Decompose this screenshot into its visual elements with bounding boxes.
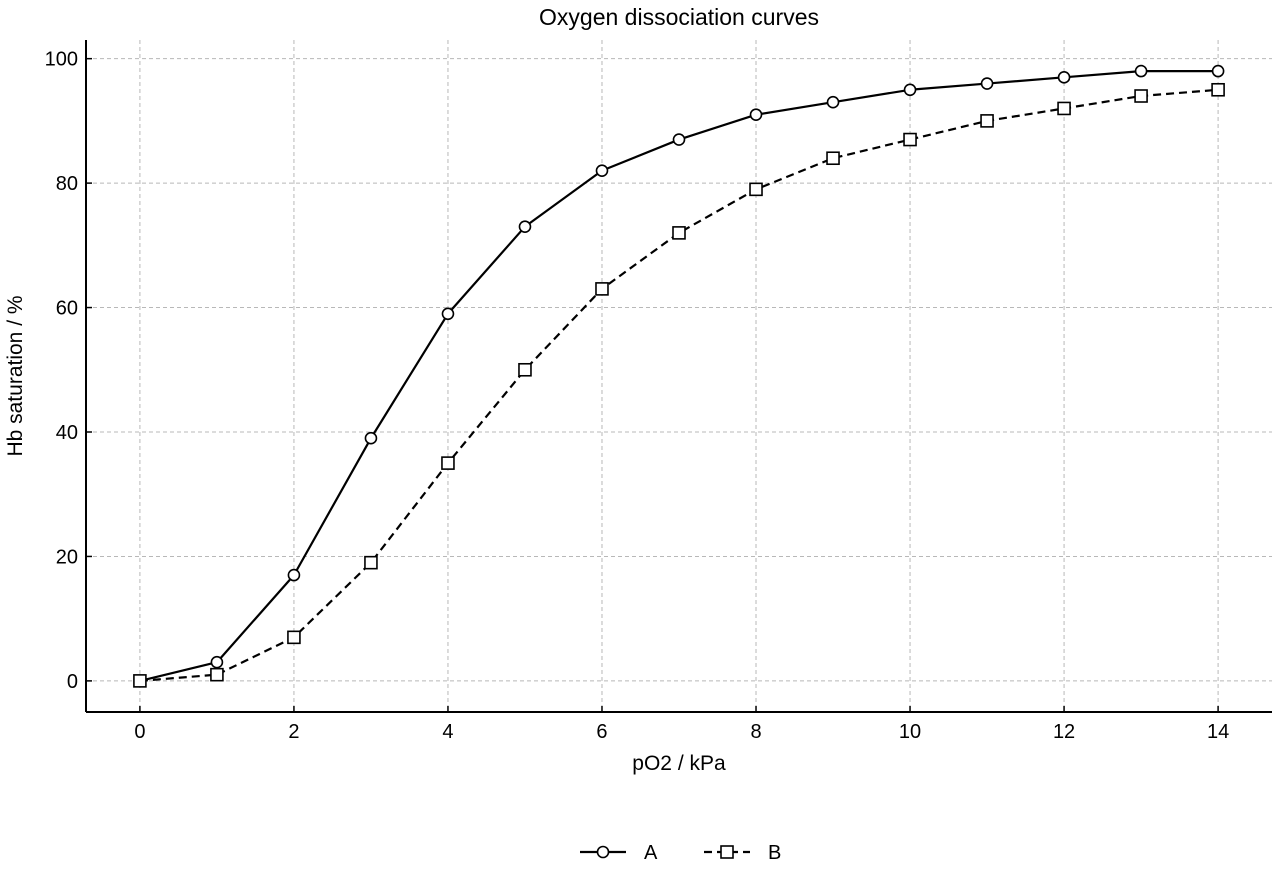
series-b-point (672, 226, 686, 240)
series-a-point (749, 108, 763, 121)
series-b (133, 82, 1225, 688)
y-tick-label: 80 (56, 173, 78, 195)
series-a-point (595, 164, 609, 177)
series-a-point (903, 83, 917, 97)
series-b-point (287, 630, 301, 645)
series-b-point (826, 151, 840, 166)
series-a-point (364, 431, 378, 445)
y-tick-label: 40 (56, 422, 78, 444)
series-a-point (287, 568, 301, 582)
grid (86, 40, 1272, 712)
legend-entry-b: B (704, 842, 781, 864)
series-a-point (1057, 71, 1071, 84)
legend-marker-b (720, 845, 734, 859)
series-group (133, 64, 1225, 688)
series-b-point (903, 132, 917, 147)
y-tick-label: 100 (45, 49, 78, 71)
series-b-point (595, 282, 609, 296)
series-b-point (980, 114, 994, 128)
x-tick-label: 6 (596, 721, 607, 743)
series-b-point (441, 456, 455, 470)
chart-title: Oxygen dissociation curves (539, 4, 819, 30)
series-a-point (1134, 64, 1148, 78)
y-axis-label: Hb saturation / % (4, 295, 27, 456)
series-a-point (1211, 64, 1225, 78)
y-axis-ticks: 0 20 40 60 80 100 (45, 49, 92, 693)
y-tick-label: 20 (56, 546, 78, 568)
x-tick-label: 4 (442, 721, 453, 743)
series-a (133, 64, 1225, 688)
axes (85, 40, 1272, 713)
series-a-line (139, 70, 1219, 682)
series-a-point (441, 307, 455, 321)
series-a-point (980, 77, 994, 90)
series-a-point (672, 133, 686, 146)
series-b-line (139, 88, 1219, 682)
x-axis-label: pO2 / kPa (632, 752, 726, 775)
series-b-point (210, 667, 224, 682)
x-axis-ticks: 0 2 4 6 8 10 12 14 (134, 706, 1229, 743)
x-tick-label: 2 (288, 721, 299, 743)
y-tick-label: 60 (56, 298, 78, 320)
series-b-point (133, 674, 147, 688)
x-tick-label: 14 (1207, 721, 1229, 743)
series-b-point (1057, 101, 1071, 116)
series-b-point (749, 182, 763, 197)
x-tick-label: 0 (134, 721, 145, 743)
series-a-point (210, 655, 224, 669)
legend-marker-a (596, 845, 610, 859)
series-b-point (518, 362, 532, 377)
series-b-point (1134, 89, 1148, 103)
x-tick-label: 10 (899, 721, 921, 743)
legend-label-b: B (768, 842, 781, 864)
legend-label-a: A (644, 842, 658, 864)
y-tick-label: 0 (67, 671, 78, 693)
legend-entry-a: A (580, 842, 658, 864)
series-a-point (826, 95, 840, 109)
x-tick-label: 12 (1053, 721, 1075, 743)
series-b-point (1211, 82, 1225, 97)
series-b-point (364, 555, 378, 570)
series-a-point (518, 220, 532, 233)
x-tick-label: 8 (750, 721, 761, 743)
